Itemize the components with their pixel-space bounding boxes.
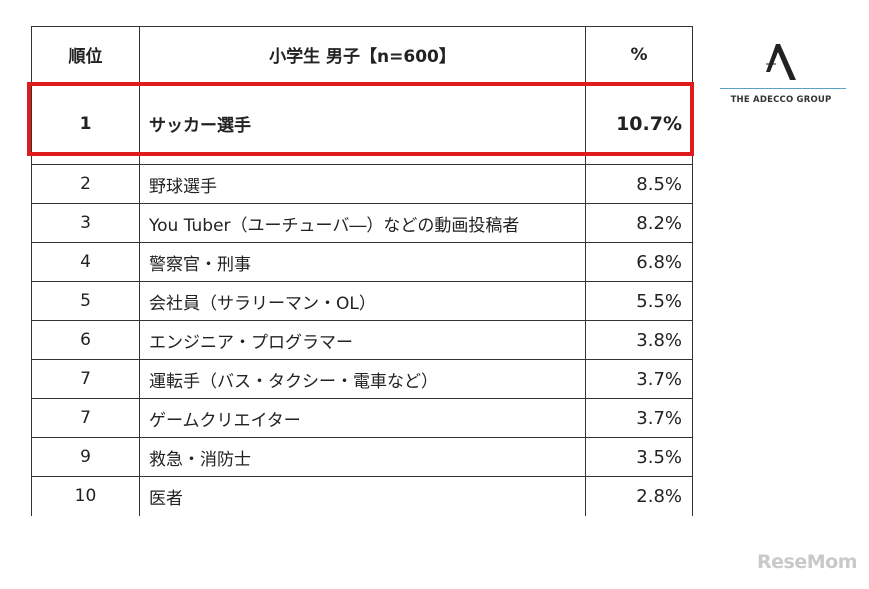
adecco-a-logo-icon — [766, 44, 796, 80]
table-row: 2 野球選手 8.5% — [31, 164, 693, 204]
rank-cell: 3 — [31, 203, 140, 243]
logo-divider — [720, 88, 846, 89]
rank-cell: 1 — [31, 82, 140, 165]
percent-cell: 2.8% — [585, 476, 693, 516]
job-cell: 野球選手 — [139, 164, 586, 204]
job-cell: 会社員（サラリーマン・OL） — [139, 281, 586, 321]
job-cell: You Tuber（ユーチューバ―）などの動画投稿者 — [139, 203, 586, 243]
rank-cell: 10 — [31, 476, 140, 516]
job-cell: 警察官・刑事 — [139, 242, 586, 282]
table-row: 9 救急・消防士 3.5% — [31, 437, 693, 477]
job-cell: 医者 — [139, 476, 586, 516]
table-row: 1 サッカー選手 10.7% — [31, 82, 693, 165]
table-row: 7 運転手（バス・タクシー・電車など） 3.7% — [31, 359, 693, 399]
rank-cell: 4 — [31, 242, 140, 282]
header-percent: % — [585, 26, 693, 83]
table-row: 3 You Tuber（ユーチューバ―）などの動画投稿者 8.2% — [31, 203, 693, 243]
job-cell: サッカー選手 — [139, 82, 586, 165]
watermark: ReseMom — [757, 551, 857, 573]
ranking-table: 順位 小学生 男子【n=600】 % 1 サッカー選手 10.7% 2 野球選手… — [31, 26, 693, 516]
table-header-row: 順位 小学生 男子【n=600】 % — [31, 26, 693, 83]
job-cell: 救急・消防士 — [139, 437, 586, 477]
ranking-table-container: 順位 小学生 男子【n=600】 % 1 サッカー選手 10.7% 2 野球選手… — [31, 26, 693, 516]
table-row: 7 ゲームクリエイター 3.7% — [31, 398, 693, 438]
percent-cell: 3.5% — [585, 437, 693, 477]
rank-cell: 7 — [31, 398, 140, 438]
table-row: 5 会社員（サラリーマン・OL） 5.5% — [31, 281, 693, 321]
job-cell: ゲームクリエイター — [139, 398, 586, 438]
percent-cell: 3.7% — [585, 398, 693, 438]
header-job: 小学生 男子【n=600】 — [139, 26, 586, 83]
rank-cell: 9 — [31, 437, 140, 477]
job-cell: 運転手（バス・タクシー・電車など） — [139, 359, 586, 399]
rank-cell: 2 — [31, 164, 140, 204]
rank-cell: 7 — [31, 359, 140, 399]
logo-text: THE ADECCO GROUP — [730, 95, 832, 105]
table-row: 10 医者 2.8% — [31, 476, 693, 516]
job-cell: エンジニア・プログラマー — [139, 320, 586, 360]
percent-cell: 10.7% — [585, 82, 693, 165]
percent-cell: 8.2% — [585, 203, 693, 243]
percent-cell: 8.5% — [585, 164, 693, 204]
header-rank: 順位 — [31, 26, 140, 83]
percent-cell: 6.8% — [585, 242, 693, 282]
percent-cell: 3.7% — [585, 359, 693, 399]
percent-cell: 3.8% — [585, 320, 693, 360]
rank-cell: 5 — [31, 281, 140, 321]
table-row: 6 エンジニア・プログラマー 3.8% — [31, 320, 693, 360]
table-row: 4 警察官・刑事 6.8% — [31, 242, 693, 282]
rank-cell: 6 — [31, 320, 140, 360]
percent-cell: 5.5% — [585, 281, 693, 321]
